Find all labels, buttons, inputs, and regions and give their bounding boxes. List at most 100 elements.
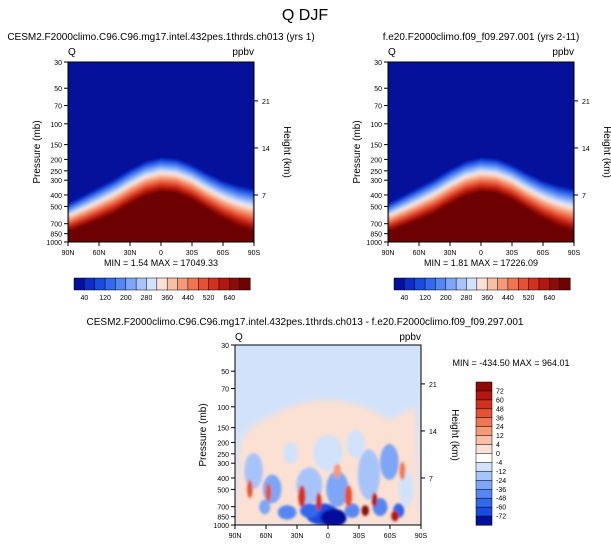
y-tick-label: 500 [217, 487, 229, 494]
x-tick-label: 90N [229, 533, 242, 540]
colorbar-swatch [476, 277, 488, 291]
colorbar-swatch [135, 277, 148, 291]
colorbar-swatch [507, 277, 519, 291]
colorbar-swatch [455, 277, 468, 291]
y-tick-label: 700 [370, 222, 382, 229]
latitude-axis: 90N 60N 30N 0 30S 60S 90S [62, 242, 261, 257]
anomaly-blob [283, 442, 299, 464]
colorbar-swatch [208, 277, 220, 291]
colorbar-label: 640 [223, 295, 235, 302]
colorbar-label: 40 [401, 295, 409, 302]
colorbar-swatch [115, 277, 127, 291]
x-tick-label: 60S [217, 250, 230, 257]
colorbar-label: -4 [496, 460, 502, 467]
colorbar-swatch [475, 489, 493, 499]
anomaly-blob [262, 474, 282, 504]
colorbar-label: 360 [481, 295, 493, 302]
variable-label: Q [388, 47, 396, 58]
x-tick-label: 30S [353, 533, 366, 540]
colorbar-swatch [187, 277, 199, 291]
colorbar-label: 200 [440, 295, 452, 302]
y-tick-label: 70 [221, 386, 229, 393]
colorbar-label: -12 [496, 469, 506, 476]
anomaly-blob [315, 492, 322, 511]
y-tick-label: 500 [370, 204, 382, 211]
colorbar-label: 640 [543, 295, 555, 302]
colorbar-swatch [84, 277, 96, 291]
x-tick-label: 30N [444, 250, 457, 257]
y2-axis-label: Height (km) [281, 126, 292, 178]
colorbar-swatch [125, 277, 137, 291]
colorbar-label: 440 [502, 295, 514, 302]
latitude-axis: 90N 60N 30N 0 30S 60S 90S [229, 525, 428, 540]
units-label: ppbv [399, 332, 421, 343]
contour-fills [388, 158, 574, 242]
colorbar-swatch [177, 277, 189, 291]
colorbar-swatch [528, 277, 540, 291]
y-tick-label: 1000 [366, 240, 382, 247]
y-axis-label: Pressure (mb) [32, 120, 43, 183]
x-tick-label: 30S [506, 250, 519, 257]
y2-tick-label: 7 [429, 476, 433, 483]
colorbar-swatch [104, 277, 116, 291]
y-tick-label: 400 [217, 476, 229, 483]
contour-field [388, 62, 574, 242]
colorbar-swatch [475, 381, 493, 392]
colorbar-label: 120 [419, 295, 431, 302]
anomaly-blob [300, 503, 319, 518]
anomaly-blob [346, 429, 366, 459]
y2-axis-label: Height (km) [601, 126, 611, 178]
panel-difference: CESM2.F2000climo.C96.C96.mg17.intel.432p… [87, 317, 570, 540]
colorbar-swatch [497, 277, 509, 291]
units-label: ppbv [232, 47, 254, 58]
y-tick-label: 300 [370, 178, 382, 185]
colorbar-label: 520 [523, 295, 535, 302]
anomaly-blob [265, 483, 272, 502]
contour-field [68, 62, 254, 242]
y-tick-label: 150 [217, 426, 229, 433]
colorbar-label: 60 [496, 397, 504, 404]
panel-title: CESM2.F2000climo.C96.C96.mg17.intel.432p… [87, 317, 524, 328]
x-tick-label: 60N [413, 250, 426, 257]
y2-tick-label: 21 [582, 99, 590, 106]
variable-label: Q [235, 332, 243, 343]
x-tick-label: 90S [568, 250, 581, 257]
colorbar-label: 280 [461, 295, 473, 302]
colorbar-swatch [73, 277, 85, 291]
colorbar-label: -60 [496, 505, 506, 512]
colorbar-swatch [404, 277, 416, 291]
colorbar-swatch [549, 277, 561, 291]
anomaly-blob [298, 485, 306, 508]
colorbar-swatch [229, 277, 241, 291]
y2-tick-label: 14 [262, 146, 270, 153]
x-tick-label: 0 [326, 533, 330, 540]
colorbar-swatch [94, 277, 106, 291]
y-tick-label: 200 [217, 440, 229, 447]
colorbar-swatch [475, 390, 493, 401]
colorbar-swatch [538, 277, 550, 291]
colorbar-label: 0 [496, 451, 500, 458]
y-tick-label: 300 [217, 461, 229, 468]
colorbar-swatch [517, 277, 530, 291]
latitude-axis: 90N 60N 30N 0 30S 60S 90S [382, 242, 581, 257]
y-tick-label: 500 [50, 204, 62, 211]
colorbar-swatch [475, 471, 493, 481]
y-tick-label: 150 [370, 143, 382, 150]
y-tick-label: 150 [50, 143, 62, 150]
colorbar-swatch [486, 277, 499, 291]
y-tick-label: 50 [221, 369, 229, 376]
colorbar-label: 520 [203, 295, 215, 302]
colorbar: 40 120 200 280 360 440 520 640 [73, 277, 251, 302]
colorbar-label: 24 [496, 424, 504, 431]
y-axis-label: Pressure (mb) [352, 120, 363, 183]
y-tick-label: 70 [54, 103, 62, 110]
panel-title: f.e20.F2000climo.f09_f09.297.001 (yrs 2-… [383, 32, 580, 43]
colorbar-swatch [393, 277, 405, 291]
colorbar-label: 72 [496, 388, 504, 395]
y2-tick-label: 7 [262, 193, 266, 200]
colorbar-swatch [559, 277, 571, 291]
colorbar-label: -72 [496, 514, 506, 521]
colorbar-swatch [197, 277, 210, 291]
